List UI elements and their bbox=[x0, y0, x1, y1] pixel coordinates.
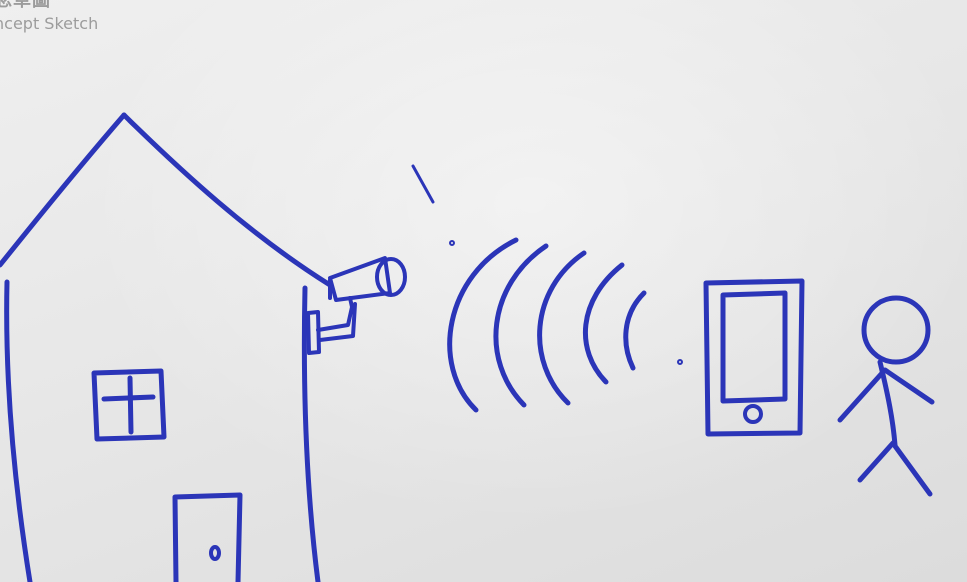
house-window bbox=[91, 368, 167, 442]
person-leg-left bbox=[857, 440, 896, 483]
phone-screen bbox=[720, 290, 788, 404]
camera-lens bbox=[375, 257, 407, 297]
pen-mark-dash bbox=[411, 164, 435, 204]
header-title-english: ncept Sketch bbox=[0, 14, 99, 33]
phone-outer-body bbox=[703, 278, 805, 437]
phone-home-button bbox=[743, 404, 763, 424]
house bbox=[0, 112, 333, 582]
door-knob bbox=[209, 545, 221, 561]
person-arm-right bbox=[882, 367, 935, 405]
person-arm-left bbox=[837, 369, 886, 423]
pen-mark-dot-1 bbox=[449, 240, 455, 246]
signal-wave-3 bbox=[537, 250, 587, 406]
signal-wave-1 bbox=[447, 237, 519, 413]
sketch-header: 念草圖 ncept Sketch bbox=[0, 0, 98, 32]
camera-mount-plate bbox=[306, 310, 321, 355]
smartphone bbox=[703, 278, 805, 437]
house-wall-right bbox=[301, 285, 321, 582]
wireless-signal-waves bbox=[447, 237, 647, 413]
signal-wave-5 bbox=[623, 290, 647, 371]
person-leg-right bbox=[892, 443, 933, 497]
signal-wave-4 bbox=[582, 262, 625, 385]
camera-mount-arm-lower bbox=[318, 302, 357, 342]
header-title-chinese: 念草圖 bbox=[0, 0, 51, 11]
signal-wave-2 bbox=[493, 243, 549, 408]
house-door bbox=[172, 492, 243, 582]
pen-mark-dot-2 bbox=[677, 359, 683, 365]
house-wall-left bbox=[4, 279, 33, 582]
house-roof-left bbox=[0, 112, 127, 268]
camera-mount-arm bbox=[316, 296, 354, 332]
house-roof-right bbox=[121, 112, 333, 288]
stick-figure-person bbox=[837, 295, 935, 497]
security-camera bbox=[306, 256, 407, 355]
person-head bbox=[861, 295, 931, 365]
